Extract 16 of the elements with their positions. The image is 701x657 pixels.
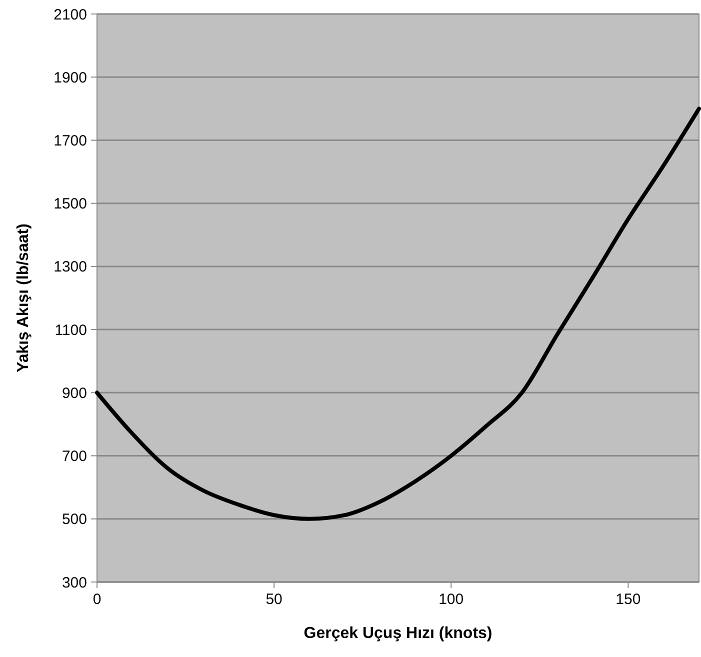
y-tick-label: 1700	[54, 132, 87, 150]
y-tick-label: 2100	[54, 6, 87, 24]
y-tick-label: 1100	[54, 322, 87, 339]
y-axis-title: Yakış Akışı (lb/saat)	[15, 224, 32, 372]
x-tick-label: 100	[438, 591, 464, 608]
x-tick-label: 150	[616, 591, 641, 608]
x-axis-title: Gerçek Uçuş Hızı (knots)	[304, 625, 492, 642]
y-tick-label: 500	[62, 511, 87, 528]
y-tick-label: 900	[62, 384, 87, 402]
y-tick-label: 700	[62, 448, 87, 466]
y-tick-label: 1300	[54, 258, 87, 276]
y-tick-label: 300	[62, 574, 87, 592]
y-tick-label: 1500	[54, 196, 87, 213]
y-tick-label: 1900	[54, 69, 87, 86]
x-tick-label: 0	[92, 591, 102, 608]
x-tick-label: 50	[266, 591, 282, 608]
